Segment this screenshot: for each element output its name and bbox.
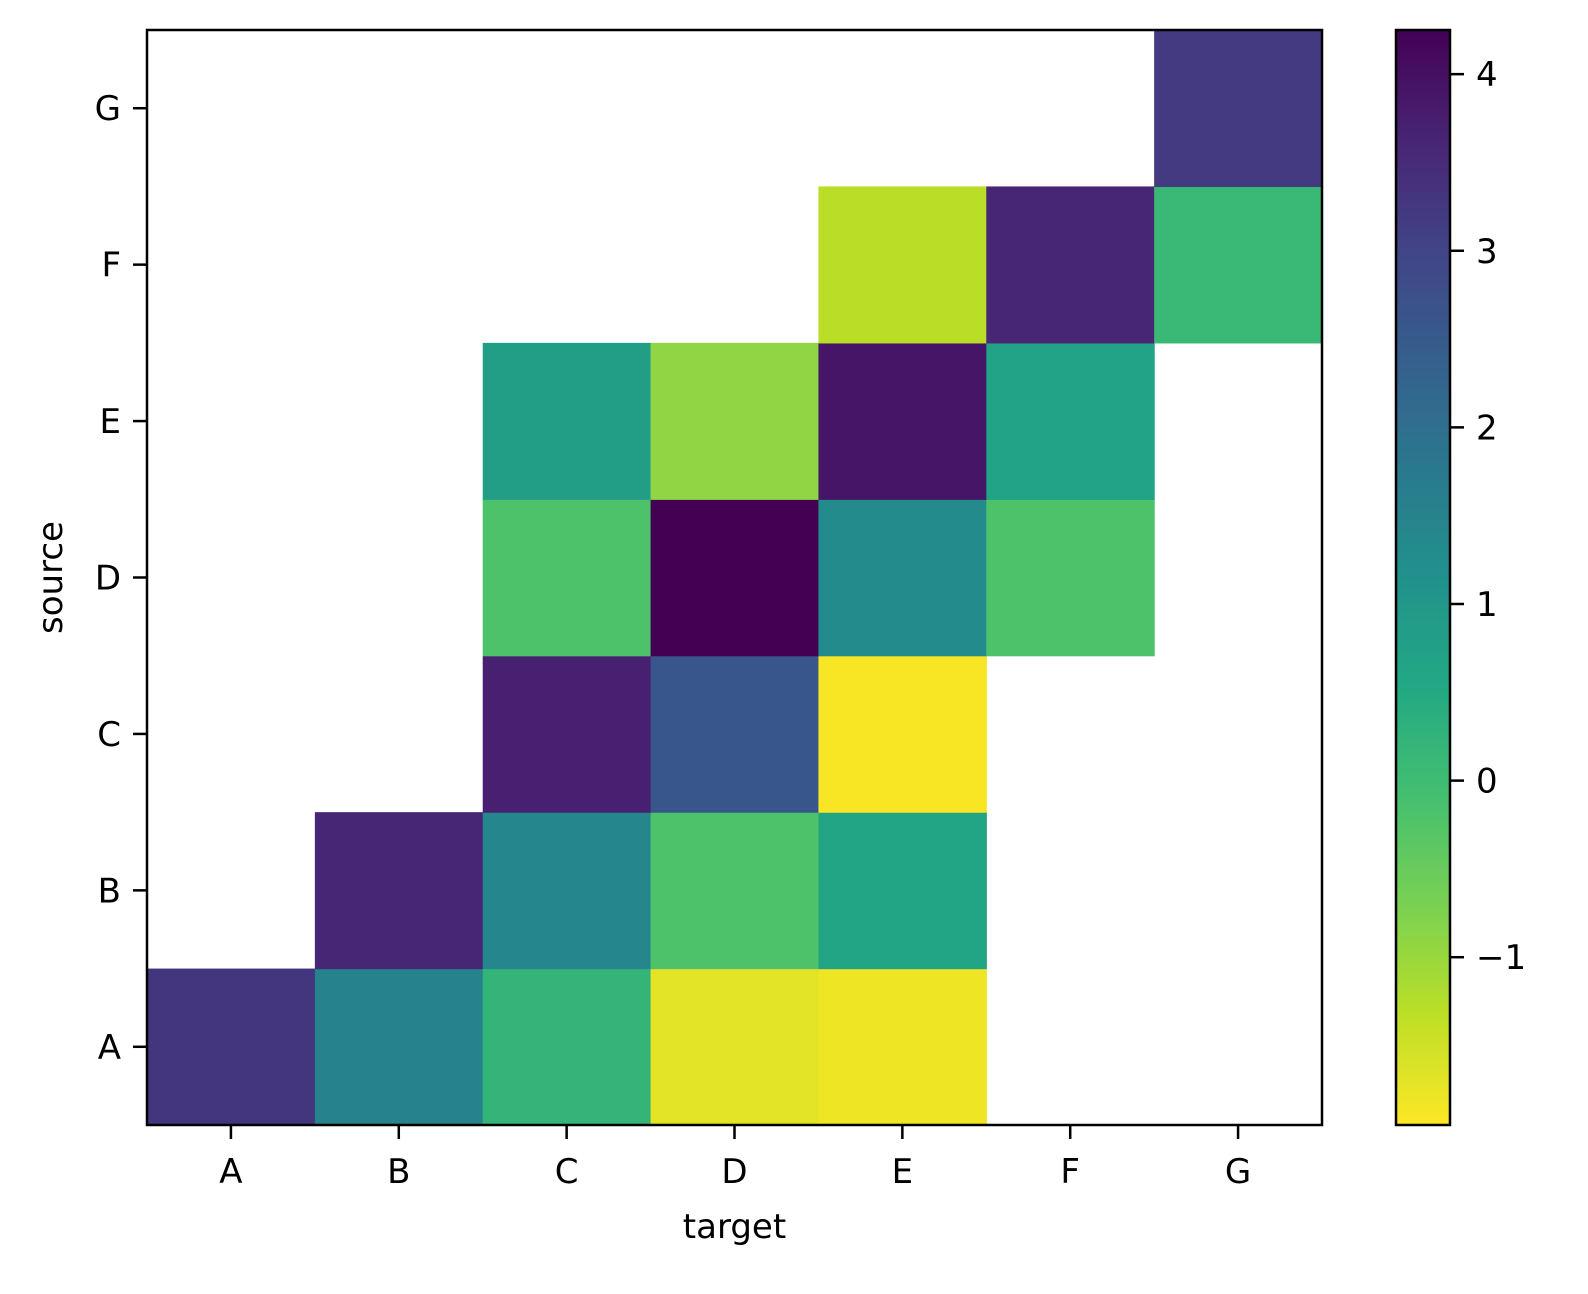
heatmap-cell [818, 968, 987, 1126]
colorbar-tick-label: 0 [1476, 762, 1498, 802]
heatmap-cells [147, 30, 1323, 1126]
y-axis-ticks: A B C D E F G [95, 89, 147, 1068]
colorbar-tick-label: 1 [1476, 585, 1498, 625]
x-tick-label: B [387, 1152, 410, 1192]
heatmap-cell [482, 655, 652, 813]
heatmap-cell [650, 342, 820, 500]
heatmap-cell [147, 968, 316, 1126]
colorbar-ticks: −1 0 1 2 3 4 [1450, 55, 1526, 978]
heatmap-cell [314, 968, 484, 1126]
y-tick-label: F [101, 246, 121, 286]
heatmap-cell [482, 342, 652, 500]
y-tick-label: A [98, 1028, 121, 1068]
heatmap-cell [650, 812, 820, 970]
y-tick-label: B [98, 871, 121, 911]
y-tick-label: G [95, 89, 121, 129]
heatmap-cell [650, 968, 820, 1126]
x-tick-label: F [1060, 1152, 1080, 1192]
colorbar-tick-label: 4 [1476, 55, 1498, 95]
x-tick-label: G [1225, 1152, 1251, 1192]
heatmap-cell [314, 812, 484, 970]
heatmap-cell [1154, 186, 1323, 344]
heatmap-cell [818, 499, 987, 657]
heatmap-cell [482, 812, 652, 970]
colorbar-tick-label: 3 [1476, 232, 1498, 272]
colorbar [1396, 30, 1450, 1125]
y-tick-label: D [95, 559, 121, 599]
x-tick-label: C [555, 1152, 579, 1192]
y-tick-label: E [100, 402, 121, 442]
x-tick-label: A [219, 1152, 242, 1192]
colorbar-tick-label: −1 [1476, 938, 1526, 978]
x-axis-label: target [683, 1207, 786, 1247]
heatmap-cell [482, 968, 652, 1126]
heatmap-cell [986, 186, 1155, 344]
heatmap-cell [818, 812, 987, 970]
heatmap-cell [1154, 30, 1323, 188]
heatmap-cell [650, 499, 820, 657]
heatmap-cell [482, 499, 652, 657]
y-tick-label: C [97, 715, 121, 755]
heatmap-cell [818, 655, 987, 813]
x-axis-ticks: A B C D E F G [219, 1125, 1251, 1192]
x-tick-label: D [721, 1152, 747, 1192]
y-axis-label: source [31, 521, 71, 634]
heatmap-cell [650, 655, 820, 813]
heatmap-cell [818, 186, 987, 344]
heatmap-cell [986, 499, 1155, 657]
colorbar-frame [1394, 28, 1452, 1127]
x-tick-label: E [892, 1152, 913, 1192]
heatmap-cell [818, 342, 987, 500]
heatmap-cell [986, 342, 1155, 500]
colorbar-tick-label: 2 [1476, 408, 1498, 448]
